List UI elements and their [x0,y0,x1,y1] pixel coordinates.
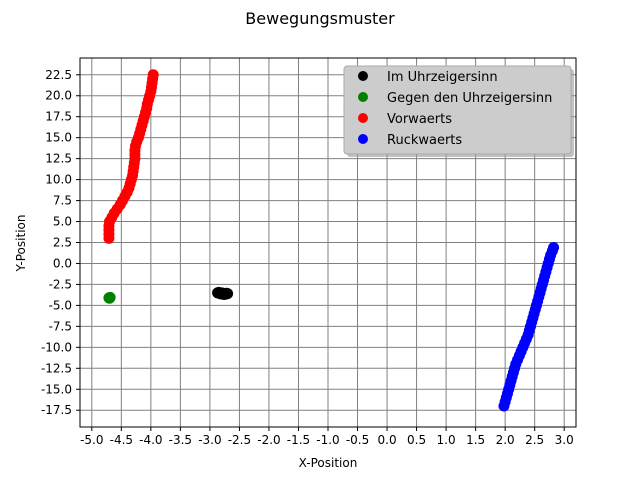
legend: Im Uhrzeigersinn Gegen den Uhrzeigersinn V… [343,65,574,157]
y-tick-label: -7.5 [49,319,72,333]
data-point [104,291,116,303]
y-tick-label: -12.5 [41,361,72,375]
y-tick-label: 20.0 [45,89,72,103]
x-tick-label: -3.5 [169,433,192,447]
x-tick-label: 1.5 [466,433,485,447]
y-tick-label: -15.0 [41,382,72,396]
y-tick-label: 0.0 [53,256,72,270]
chart-title: Bewegungsmuster [245,9,395,28]
data-point [548,242,560,254]
y-tick-label: -10.0 [41,340,72,354]
y-tick-label: -17.5 [41,403,72,417]
x-tick-label: -5.0 [80,433,103,447]
y-tick-label: 12.5 [45,152,72,166]
legend-marker [358,113,368,123]
y-tick-label: 10.0 [45,173,72,187]
data-point [215,288,227,300]
legend-marker [358,92,368,102]
x-tick-label: 1.0 [437,433,456,447]
legend-marker [358,71,368,81]
data-point [147,69,159,81]
y-axis-label: Y-Position [14,215,28,273]
series-group [103,291,116,304]
legend-marker [358,134,368,144]
legend-box [343,65,572,155]
y-tick-label: 22.5 [45,68,72,82]
x-tick-label: -4.0 [139,433,162,447]
series-group [212,286,234,300]
y-tick-label: 7.5 [53,194,72,208]
y-tick-label: 2.5 [53,236,72,250]
grid-lines [80,58,576,427]
y-tick-label: 17.5 [45,110,72,124]
x-tick-label: -1.5 [287,433,310,447]
legend-entry-label: Gegen den Uhrzeigersinn [387,91,552,106]
x-tick-label: 0.5 [407,433,426,447]
x-axis-label: X-Position [299,456,358,470]
series-group [498,242,560,412]
x-tick-label: 2.5 [525,433,544,447]
y-tick-label: 15.0 [45,131,72,145]
x-tick-label: -2.0 [257,433,280,447]
series-group [103,69,159,244]
y-tick-label: -5.0 [49,298,72,312]
x-tick-label: 2.0 [496,433,515,447]
x-tick-label: -4.5 [110,433,133,447]
x-tick-label: -0.5 [346,433,369,447]
x-tick-label: -3.0 [198,433,221,447]
legend-entry-label: Im Uhrzeigersinn [387,70,498,85]
x-tick-label: -2.5 [228,433,251,447]
x-tick-label: 3.0 [555,433,574,447]
x-tick-label: -1.0 [316,433,339,447]
legend-entry-label: Ruckwaerts [387,133,462,148]
y-axis-ticks: -17.5 -15.0 -12.5 -10.0 -7.5 -5.0 -2.5 0.0 2.5 5.… [41,68,80,417]
x-tick-label: 0.0 [378,433,397,447]
y-tick-label: 5.0 [53,215,72,229]
data-points [103,69,560,412]
x-axis-ticks: -5.0 -4.5 -4.0 -3.5 -3.0 -2.5 -2.0 -1.5 -1.0 -0.5… [80,427,574,447]
y-tick-label: -2.5 [49,277,72,291]
legend-entry-label: Vorwaerts [387,112,452,127]
